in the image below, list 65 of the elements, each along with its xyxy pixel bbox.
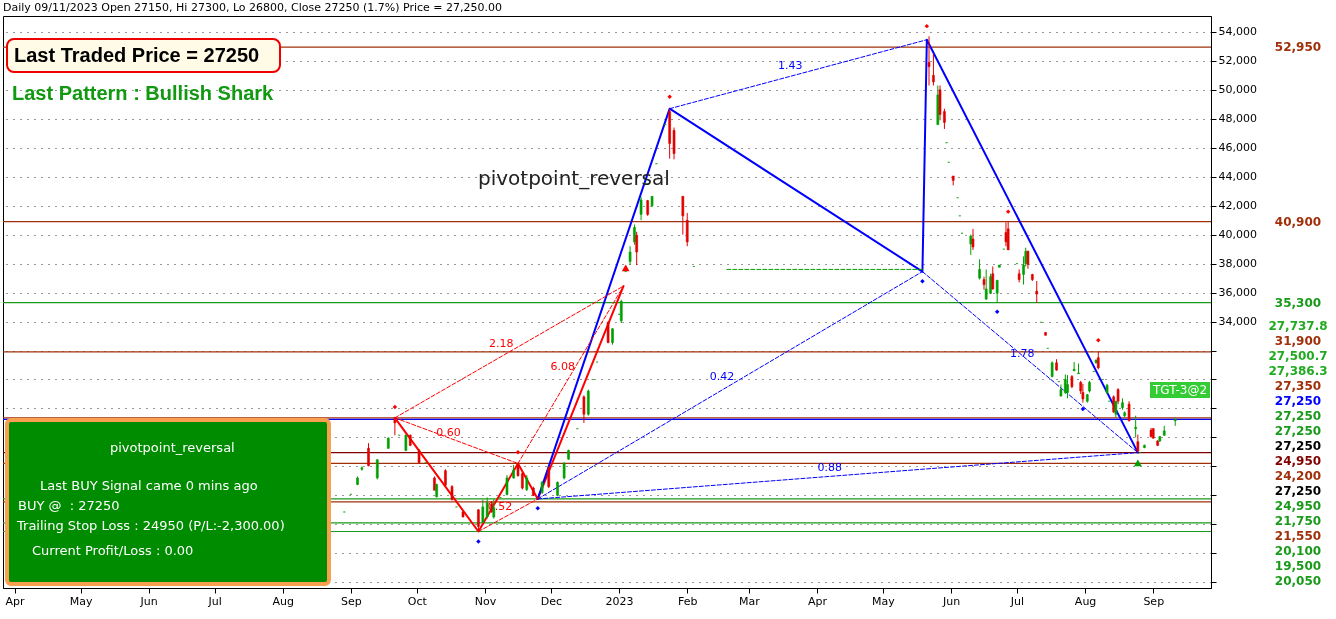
text: 27,250 [1274,408,1322,423]
ref-line-label: 31,900 [1274,333,1322,348]
ref-line-label: 27,250 [1274,393,1322,408]
annotation: Last BUY Signal came 0 mins ago [40,478,258,493]
y-tick-label: 52,000 [1218,54,1257,68]
x-tick-label: Jun [139,594,158,608]
ref-line-label: 21,750 [1274,513,1322,528]
y-tick-label: 46,000 [1218,141,1257,155]
series-label: 0.88 [817,460,843,474]
x-tick-label: Aug [1074,594,1097,608]
series-label: 1.43 [777,59,803,73]
text: 27,250 [1274,438,1322,453]
x-tick-label: Dec [540,594,563,608]
ref-line-label: 40,900 [1274,214,1322,229]
series-label: 2.18 [488,336,514,350]
x-tick-label: Mar [738,594,761,608]
ref-line-label: 24,950 [1274,453,1322,468]
chart-title: Daily 09/11/2023 Open 27150, Hi 27300, Lo 26800, Close 27250 (1.7%) Price = 27,250.00 [3,1,503,14]
x-tick-label: Nov [474,594,497,608]
annotation: TGT-3@2 [1150,382,1211,398]
y-tick-label: 36,000 [1218,286,1257,300]
x-tick-label: May [69,594,93,608]
ref-line-label: 27,350 [1274,378,1322,393]
ref-line-label: 19,500 [1274,558,1322,573]
annotation: Trailing Stop Loss : 24950 (P/L:-2,300.00) [17,518,285,533]
ref-line-label: 35,300 [1274,295,1322,310]
y-tick-label: 42,000 [1218,199,1257,213]
series-label: 6.08 [550,359,575,373]
text: 20,050 [1274,573,1322,588]
x-tick-label: Apr [5,594,26,608]
text: 27,250 [1274,483,1322,498]
y-tick-label: 34,000 [1218,315,1257,329]
x-tick-label: 2023 [605,594,634,608]
x-tick-label: Jul [1009,594,1025,608]
annotation: pivotpoint_reversal [110,440,235,455]
x-tick-label: Sep [1143,594,1165,608]
x-tick-label: Jul [207,594,222,608]
y-tick-label: 54,000 [1218,25,1257,39]
series-label: 0.60 [436,425,461,439]
y-tick-label: 40,000 [1218,228,1257,242]
annotation: Last Pattern : Bullish Shark [12,82,274,105]
ref-line-label: 52,950 [1274,40,1322,55]
ref-line-label: 24,200 [1274,468,1322,483]
annotation: Last Traded Price = 27250 [6,38,282,73]
annotation: Current Profit/Loss : 0.00 [32,543,194,558]
text: 27,250 [1274,423,1322,438]
x-tick-label: Sep [341,594,362,608]
annotation: BUY @ : 27250 [18,498,120,513]
ref-line-label: 21,550 [1274,528,1322,543]
x-tick-label: Aug [272,594,295,608]
x-tick-label: May [871,594,896,608]
x-tick-label: Jun [941,594,961,608]
x-tick-label: Feb [677,594,698,608]
series-label: 0.42 [709,370,735,384]
y-tick-label: 38,000 [1218,257,1257,271]
text: 27,500.7 [1268,348,1328,363]
x-tick-label: Apr [807,594,828,608]
text: 27,737.8 [1268,318,1328,333]
ref-line-label: 20,100 [1274,543,1322,558]
x-tick-label: Oct [407,594,428,608]
text: 27,386.3 [1268,363,1328,378]
text: 24,950 [1274,498,1322,513]
y-tick-label: 44,000 [1218,170,1257,184]
y-tick-label: 50,000 [1218,83,1257,97]
y-tick-label: 48,000 [1218,112,1257,126]
